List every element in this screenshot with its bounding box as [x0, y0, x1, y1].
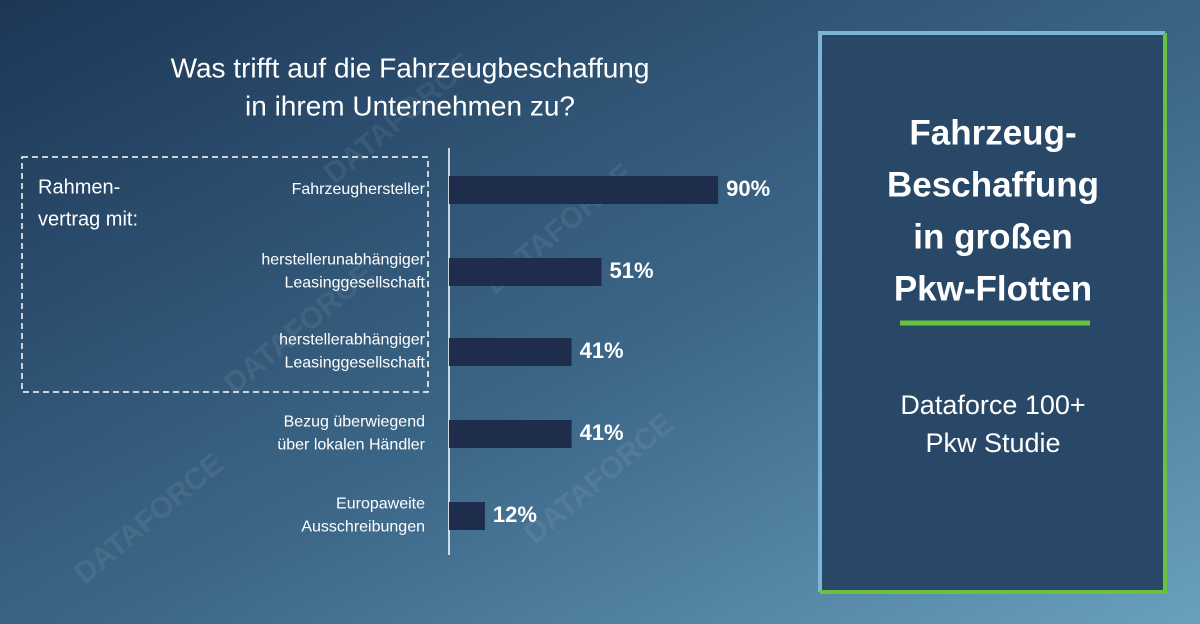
panel-subtitle: Dataforce 100+: [900, 390, 1085, 420]
panel-border: [818, 31, 1165, 592]
chart-title: in ihrem Unternehmen zu?: [245, 90, 575, 121]
category-label: herstellerabhängiger: [279, 332, 426, 349]
category-label: Bezug überwiegend: [284, 414, 425, 431]
panel-title: in großen: [913, 217, 1072, 256]
panel: [820, 33, 1165, 592]
bar: [449, 338, 572, 366]
chart-title: Was trifft auf die Fahrzeugbeschaffung: [171, 52, 650, 83]
panel-title: Pkw-Flotten: [894, 269, 1092, 308]
category-label: herstellerunabhängiger: [261, 252, 425, 269]
panel-border: [820, 33, 1167, 594]
panel-title: Fahrzeug-: [909, 113, 1076, 152]
category-label: Leasinggesellschaft: [284, 355, 425, 372]
category-label: Leasinggesellschaft: [284, 275, 425, 292]
category-label: Europaweite: [336, 496, 425, 513]
group-label: Rahmen-: [38, 176, 120, 198]
value-label: 51%: [609, 258, 653, 283]
bar: [449, 420, 572, 448]
value-label: 41%: [580, 420, 624, 445]
panel-title: Beschaffung: [887, 165, 1099, 204]
bar: [449, 176, 719, 204]
category-label: Fahrzeughersteller: [292, 181, 426, 198]
category-label: Ausschreibungen: [301, 519, 425, 536]
bar: [449, 258, 602, 286]
value-label: 90%: [726, 176, 770, 201]
panel-subtitle: Pkw Studie: [925, 428, 1060, 458]
group-box: [21, 156, 429, 393]
group-label: vertrag mit:: [38, 208, 138, 230]
value-label: 41%: [580, 338, 624, 363]
category-label: über lokalen Händler: [277, 437, 425, 454]
value-label: 12%: [493, 502, 537, 527]
bar: [449, 502, 485, 530]
